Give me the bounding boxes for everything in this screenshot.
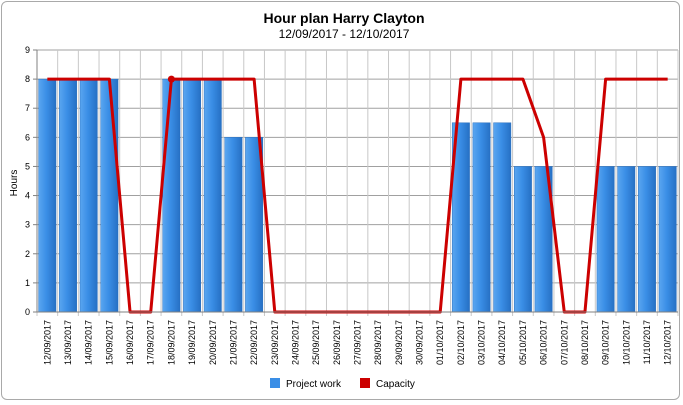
x-tick-label: 27/09/2017 [353,320,363,365]
x-tick-label: 07/10/2017 [559,320,569,365]
legend-project-work-label: Project work [286,379,342,390]
y-tick-label: 2 [25,249,30,259]
bar-layer [38,78,677,313]
bar-project-work [617,166,636,313]
x-tick-label: 01/10/2017 [435,320,445,365]
x-tick-label: 14/09/2017 [84,320,94,365]
x-tick-label: 16/09/2017 [125,320,135,365]
bar-project-work [493,122,512,313]
y-tick-label: 8 [25,74,30,84]
x-tick-label: 06/10/2017 [539,320,549,365]
bar-project-work [38,78,57,313]
x-tick-label: 17/09/2017 [146,320,156,365]
bar-project-work [472,122,491,313]
y-tick-label: 9 [25,45,30,55]
x-tick-label: 22/09/2017 [249,320,259,365]
x-tick-label: 12/10/2017 [663,320,673,365]
x-tick-label: 24/09/2017 [290,320,300,365]
chart-frame: Hour plan Harry Clayton 12/09/2017 - 12/… [1,1,680,400]
x-tick-label: 04/10/2017 [497,320,507,365]
bar-project-work [513,166,532,313]
x-tick-label: 15/09/2017 [104,320,114,365]
x-tick-label: 05/10/2017 [518,320,528,365]
bar-project-work [183,78,202,313]
x-tick-label: 21/09/2017 [228,320,238,365]
axis-layer: 0 1 2 3 4 5 6 7 8 9 12/09/2017 13/09/2017 14/09/2017… [25,45,678,365]
x-tick-label: 02/10/2017 [456,320,466,365]
x-tick-label: 18/09/2017 [166,320,176,365]
x-tick-label: 26/09/2017 [332,320,342,365]
bar-project-work [658,166,677,313]
bar-project-work [224,137,243,313]
y-tick-label: 4 [25,191,30,201]
x-tick-label: 10/10/2017 [621,320,631,365]
legend-project-work-swatch [270,378,280,388]
bar-project-work [203,78,222,313]
chart-subtitle: 12/09/2017 - 12/10/2017 [279,27,410,41]
y-axis-label: Hours [9,170,20,197]
bar-project-work [59,78,77,313]
x-tick-label: 11/10/2017 [642,320,652,364]
y-tick-label: 5 [25,161,30,171]
grid-layer [36,49,679,316]
y-tick-label: 7 [25,103,30,113]
legend-capacity-label: Capacity [376,379,415,390]
x-tick-label: 12/09/2017 [42,320,52,365]
x-tick-label: 03/10/2017 [477,320,487,365]
capacity-marker [167,75,175,83]
x-tick-label: 09/10/2017 [601,320,611,365]
bar-project-work [79,78,98,313]
y-tick-label: 3 [25,220,30,230]
x-tick-label: 19/09/2017 [187,320,197,365]
bar-project-work [100,78,119,313]
bar-project-work [596,166,615,313]
x-tick-label: 23/09/2017 [270,320,280,365]
legend: Project work Capacity [270,378,415,390]
x-tick-label: 13/09/2017 [63,320,73,365]
y-tick-label: 6 [25,132,30,142]
chart-title: Hour plan Harry Clayton [263,10,424,26]
x-tick-label: 25/09/2017 [311,320,321,365]
bar-project-work [638,166,656,313]
x-tick-label: 20/09/2017 [208,320,218,365]
x-tick-label: 30/09/2017 [415,320,425,365]
y-tick-label: 0 [25,307,30,317]
y-tick-label: 1 [25,278,30,288]
x-tick-label: 08/10/2017 [580,320,590,365]
x-tick-label: 28/09/2017 [373,320,383,365]
legend-capacity-swatch [360,378,370,388]
x-tick-label: 29/09/2017 [394,320,404,365]
bar-project-work [162,78,181,313]
